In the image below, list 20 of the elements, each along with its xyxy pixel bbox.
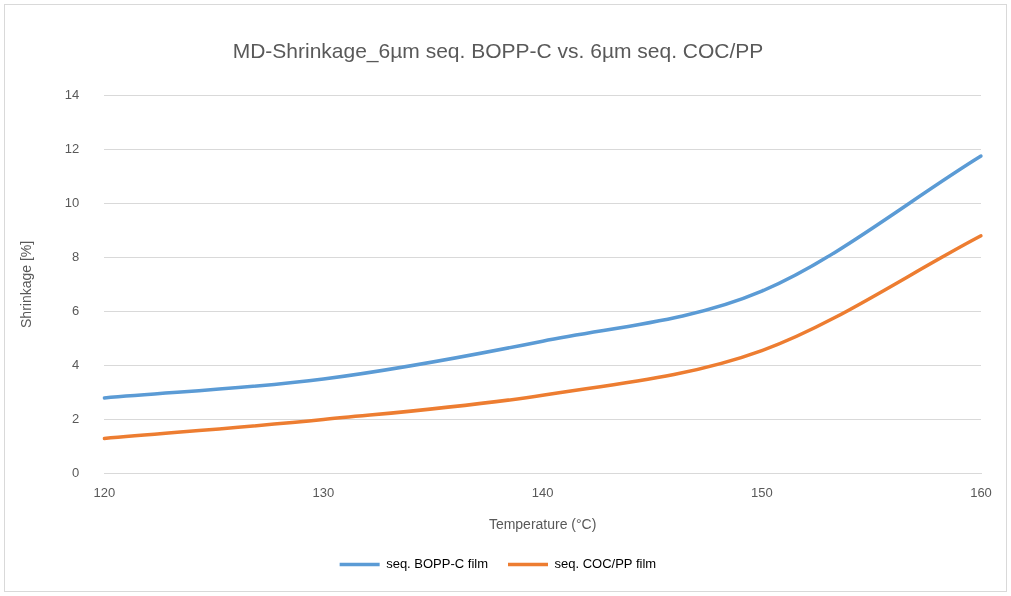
y-tick-label: 0 bbox=[72, 465, 80, 481]
legend-label: seq. COC/PP film bbox=[554, 556, 657, 572]
y-tick-label: 10 bbox=[64, 194, 80, 210]
y-axis-title: Shrinkage [%] bbox=[18, 240, 35, 328]
y-tick-label: 14 bbox=[64, 86, 80, 102]
legend-label: seq. BOPP-C film bbox=[386, 556, 488, 572]
line-series bbox=[102, 154, 983, 400]
x-axis-title: Temperature (°C) bbox=[488, 516, 597, 533]
x-tick-label: 160 bbox=[970, 484, 992, 500]
y-tick-label: 6 bbox=[72, 303, 80, 319]
line-series bbox=[102, 234, 983, 441]
x-tick-label: 120 bbox=[93, 484, 116, 500]
chart-title: MD-Shrinkage_6µm seq. BOPP-C vs. 6µm seq. COC/PP bbox=[232, 39, 764, 64]
y-tick-label: 12 bbox=[64, 140, 80, 156]
x-tick-label: 130 bbox=[312, 484, 335, 500]
x-tick-label: 140 bbox=[531, 484, 554, 500]
y-tick-label: 4 bbox=[72, 357, 80, 373]
y-tick-label: 8 bbox=[72, 248, 80, 264]
y-tick-label: 2 bbox=[72, 411, 80, 427]
x-tick-label: 150 bbox=[750, 484, 773, 500]
